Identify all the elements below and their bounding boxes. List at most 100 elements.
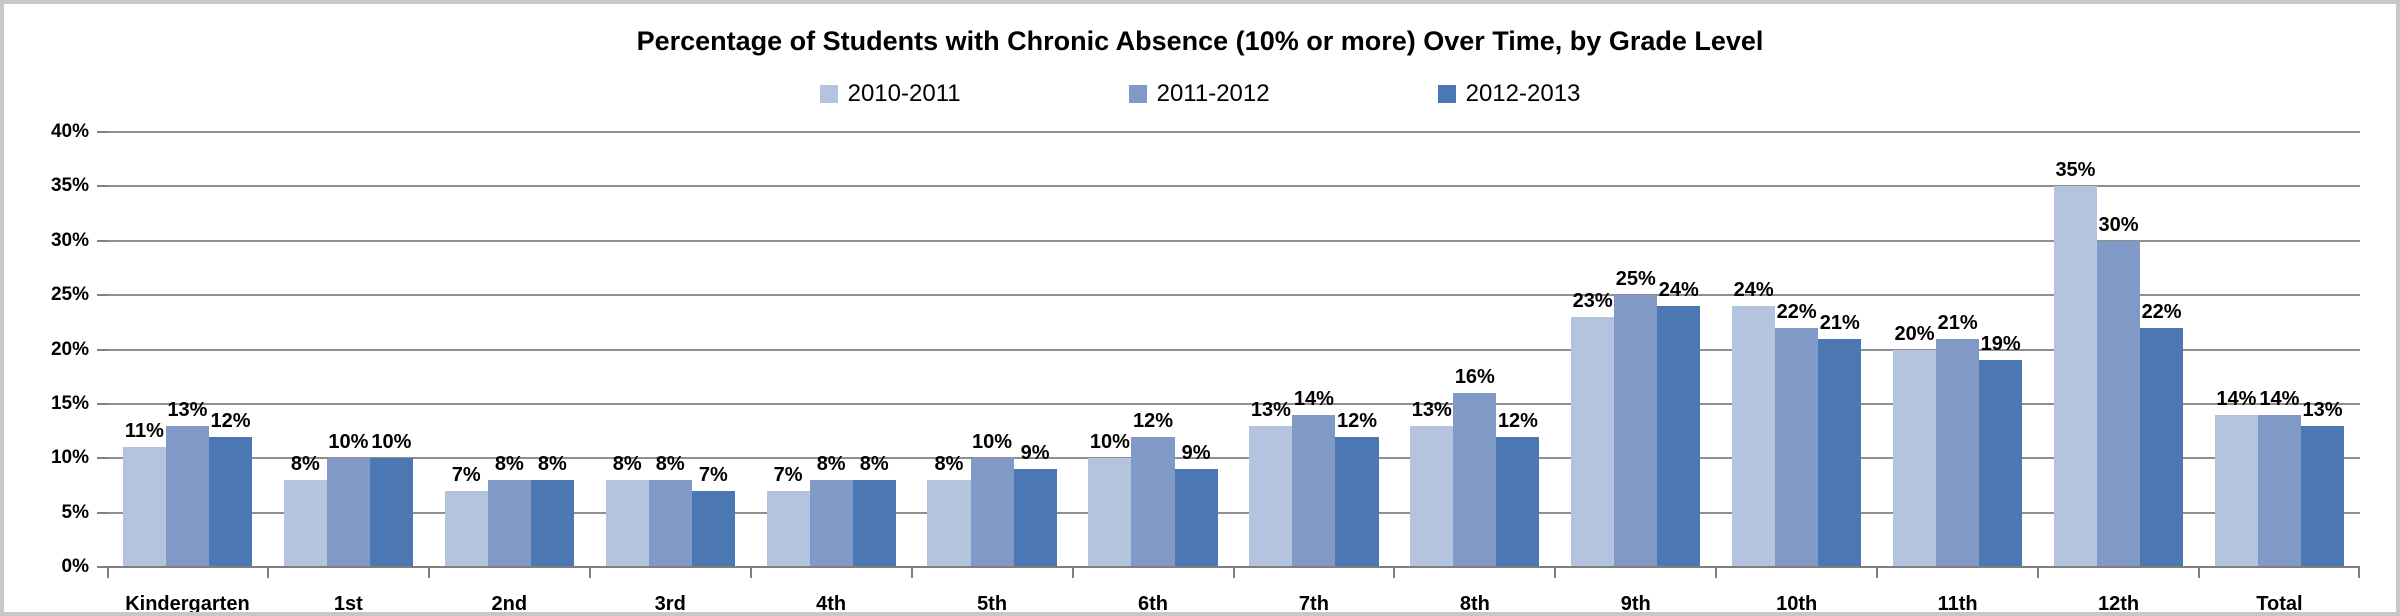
x-axis-label-9th: 9th [1620,593,1651,615]
bar-value-label: 7% [451,463,481,486]
y-axis-label: 0% [61,556,89,577]
y-axis-label: 15% [50,392,89,414]
bar-group-5th: 8% 10% 9% [912,132,1073,567]
bar-2012-2013-11th: 19% [1979,333,2023,567]
legend-label: 2010-2011 [847,80,961,107]
gridline-40 [107,131,2360,133]
bar-2010-2011-1st: 8% [283,453,327,567]
legend-swatch-2011-2012 [1128,85,1147,103]
y-axis-label: 25% [50,284,89,306]
x-axis-tick [2198,567,2201,578]
bar-2012-2013-kindergarten: 12% [208,410,253,567]
y-axis-tick [97,511,107,514]
y-axis-tick [97,402,107,405]
bar-2011-2012-12th: 30% [2096,214,2141,567]
x-axis-labels: Kindergarten 1st 2nd 3rd 4th 5th 6th 7th 8th 9th 1… [107,593,2360,615]
bar-group-3rd: 8% 8% 7% [590,132,751,567]
x-axis-label-3rd: 3rd [654,593,686,615]
bar-value-label: 9% [1020,442,1050,465]
bar-2012-2013-1st: 10% [369,431,413,567]
bar-value-label: 12% [1497,409,1538,432]
bar-group-11th: 20% 21% 19% [1877,132,2038,567]
bar-value-label: 10% [972,431,1013,454]
bar-value-label: 25% [1615,268,1656,291]
bar-group-7th: 13% 14% 12% [1233,132,1394,567]
chart-title: Percentage of Students with Chronic Abse… [636,26,1764,56]
bar-value-label: 24% [1733,279,1774,301]
x-axis-label-5th: 5th [977,593,1008,615]
gridline-30 [107,239,2360,242]
bar-value-label: 9% [1181,442,1211,465]
bar-value-label: 14% [1293,387,1334,410]
bar-value-label: 22% [1776,300,1817,323]
bar-value-label: 12% [1132,409,1173,432]
bar-value-label: 8% [290,453,320,475]
bar-2012-2013-3rd: 7% [691,464,735,567]
x-axis-label-7th: 7th [1298,593,1329,615]
x-axis-tick [749,567,752,578]
y-axis-tick [97,294,107,297]
bar-group-6th: 10% 12% 9% [1073,132,1234,567]
legend-item-2010-2011: 2010-2011 [819,80,961,108]
bar-2011-2012-3rd: 8% [648,453,692,567]
bar-value-label: 20% [1894,322,1935,345]
x-axis-label-11th: 11th [1937,593,1978,615]
bar-2011-2012-7th: 14% [1292,388,1336,567]
gridline-35 [107,185,2360,188]
bar-group-10th: 24% 22% 21% [1716,132,1877,567]
y-axis-label: 5% [61,501,89,523]
legend-label: 2012-2013 [1465,80,1581,107]
bar-groups: 11% 13% 12% 8% 10% 10% 7% 8% 8% 8% 8% 7% 7% 8% 8% 8% 10%… [107,132,2360,567]
bar-2010-2011-8th: 13% [1410,399,1454,567]
bar-value-label: 13% [167,398,208,421]
bar-value-label: 10% [328,431,369,454]
bar-value-label: 13% [1411,398,1452,421]
bar-2010-2011-total: 14% [2214,388,2258,567]
bar-value-label: 35% [2055,159,2096,182]
bar-group-kindergarten: 11% 13% 12% [107,132,268,567]
bar-group-8th: 13% 16% 12% [1394,132,1555,567]
x-axis-label-6th: 6th [1137,593,1168,615]
legend-item-2011-2012: 2011-2012 [1128,80,1270,108]
bar-2011-2012-2nd: 8% [487,453,531,567]
bar-2010-2011-7th: 13% [1249,399,1293,567]
bar-2011-2012-4th: 8% [809,453,853,567]
bar-value-label: 10% [371,431,412,454]
bar-value-label: 7% [773,463,803,486]
x-axis-ticks [107,567,2360,578]
bar-value-label: 8% [612,453,642,475]
bar-2012-2013-2nd: 8% [530,453,574,567]
x-axis-tick [1876,567,1879,578]
y-axis-tick [97,239,107,242]
bar-group-1st: 8% 10% 10% [268,132,429,567]
bar-2012-2013-10th: 21% [1818,312,1862,567]
y-axis-tick [97,131,107,133]
bar-2010-2011-4th: 7% [766,464,810,567]
bar-2010-2011-2nd: 7% [444,464,488,567]
legend-item-2012-2013: 2012-2013 [1437,80,1581,108]
bar-value-label: 19% [1980,333,2021,356]
bar-2012-2013-6th: 9% [1174,442,1218,567]
x-axis-tick [107,567,109,578]
x-axis-label-10th: 10th [1776,593,1818,615]
bar-value-label: 8% [655,453,685,475]
x-axis-tick [266,567,269,578]
bar-value-label: 8% [494,453,524,475]
bar-2012-2013-8th: 12% [1496,410,1540,567]
gridline-25 [107,294,2360,297]
legend-swatch-2010-2011 [819,85,838,103]
bar-group-2nd: 7% 8% 8% [429,132,590,567]
bar-value-label: 13% [2302,398,2343,421]
x-axis-tick [588,567,591,578]
bar-2010-2011-3rd: 8% [605,453,649,567]
plot-area: 0% 5% 10% 15% 20% 25% 30% 35% 40% 11% 13% 12% 8% 10%… [51,121,2360,612]
bar-value-label: 8% [537,453,567,475]
bar-value-label: 12% [1336,409,1377,432]
bar-2011-2012-8th: 16% [1453,366,1497,567]
bar-value-label: 11% [124,420,164,443]
bar-2012-2013-4th: 8% [852,453,896,567]
y-axis-label: 35% [50,175,89,197]
bar-2011-2012-11th: 21% [1936,312,1980,567]
y-axis-tick [97,566,107,568]
bar-value-label: 13% [1250,398,1291,421]
